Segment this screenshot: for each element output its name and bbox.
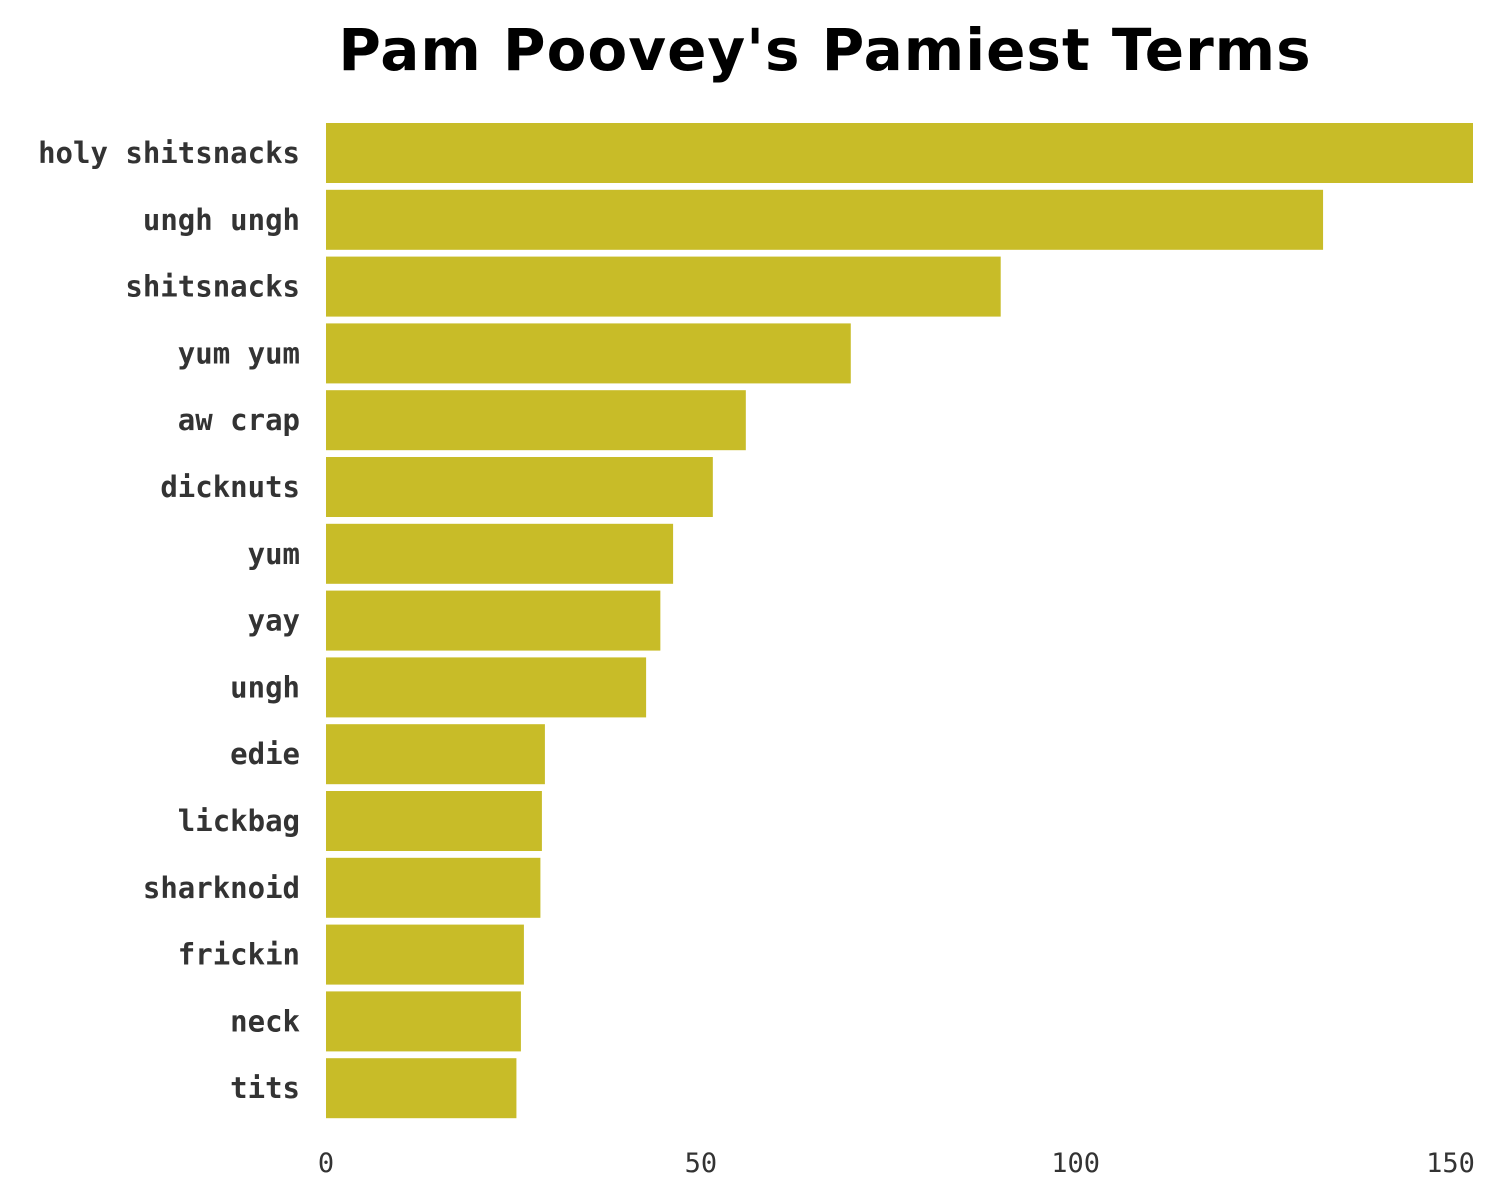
bar-dicknuts [326, 457, 713, 517]
category-label: edie [230, 737, 300, 771]
bar-shitsnacks [326, 256, 1001, 317]
category-label: holy shitsnacks [38, 136, 300, 170]
category-label: yum [248, 537, 300, 571]
x-tick-label: 0 [318, 1148, 334, 1179]
bar-lickbag [326, 791, 542, 851]
category-label: sharknoid [143, 871, 300, 905]
category-label: lickbag [178, 804, 300, 838]
bars-group [326, 123, 1473, 1119]
category-label: yum yum [178, 336, 300, 370]
bar-frickin [326, 924, 524, 985]
category-label: ungh [230, 670, 300, 704]
x-tick-label: 150 [1426, 1148, 1475, 1179]
category-label: neck [230, 1004, 300, 1038]
bar-yay [326, 590, 661, 651]
bar-neck [326, 991, 521, 1052]
category-label: tits [230, 1071, 300, 1105]
bar-tits [326, 1058, 517, 1119]
bar-sharknoid [326, 857, 541, 918]
bar-holy-shitsnacks [326, 123, 1473, 183]
x-axis-ticks: 0 50 100 150 [318, 1148, 1475, 1179]
bar-ungh-ungh [326, 189, 1324, 250]
chart-title: Pam Poovey's Pamiest Terms [338, 16, 1311, 84]
bar-yum [326, 523, 674, 584]
category-label: dicknuts [160, 470, 300, 504]
category-label: yay [248, 604, 300, 638]
category-label: ungh ungh [143, 203, 300, 237]
x-tick-label: 100 [1051, 1148, 1100, 1179]
x-tick-label: 50 [685, 1148, 718, 1179]
bar-ungh [326, 657, 647, 718]
category-label: frickin [178, 938, 300, 972]
bar-yum-yum [326, 323, 851, 384]
category-labels: holy shitsnacks ungh ungh shitsnacks yum yu… [38, 136, 300, 1105]
bar-edie [326, 724, 545, 785]
category-label: aw crap [178, 403, 300, 437]
category-label: shitsnacks [125, 270, 300, 304]
bar-aw-crap [326, 390, 746, 451]
